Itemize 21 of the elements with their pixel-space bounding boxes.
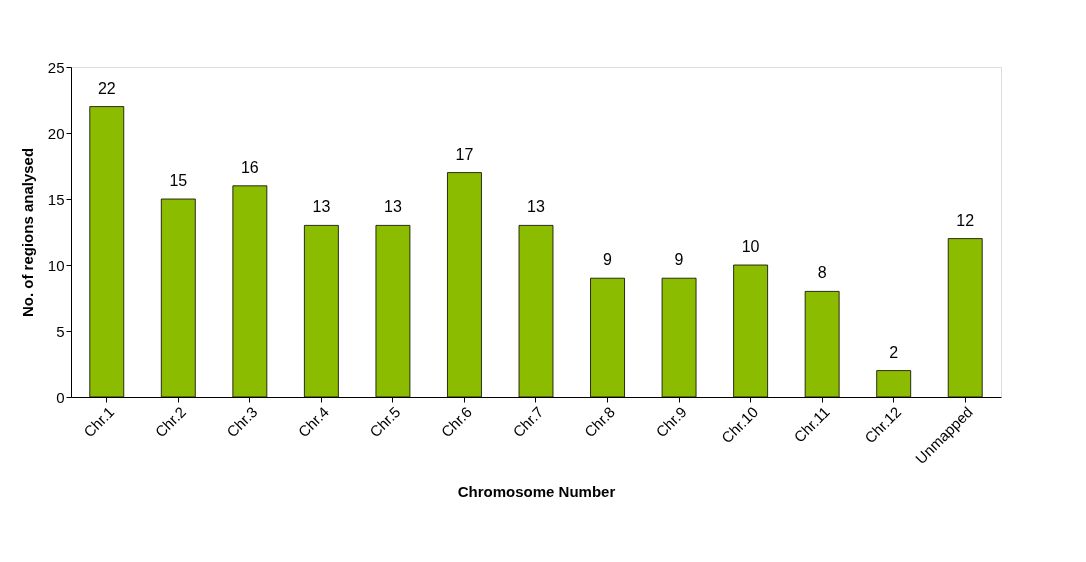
data-label: 10 [741, 238, 760, 255]
data-label: 9 [603, 251, 613, 269]
data-label: 9 [674, 251, 684, 269]
data-label: 2 [889, 343, 899, 361]
y-axis-title: No. of regions analysed [18, 147, 36, 318]
data-label: 13 [527, 198, 545, 216]
data-label: 17 [455, 145, 474, 163]
y-tick-label: 0 [56, 388, 65, 406]
y-tick-label: 10 [47, 256, 65, 274]
data-label: 8 [817, 264, 827, 282]
x-axis-title: Chromosome Number [457, 483, 616, 500]
y-tick-label: 5 [56, 322, 65, 340]
y-tick-label: 20 [47, 124, 65, 142]
data-label: 13 [384, 198, 402, 216]
y-tick-label: 15 [47, 190, 65, 208]
data-label: 22 [97, 79, 116, 97]
data-label: 15 [169, 172, 188, 189]
data-label: 16 [240, 158, 259, 176]
data-label: 13 [312, 198, 331, 216]
data-label: 12 [956, 211, 975, 229]
y-tick-label: 25 [47, 58, 65, 76]
